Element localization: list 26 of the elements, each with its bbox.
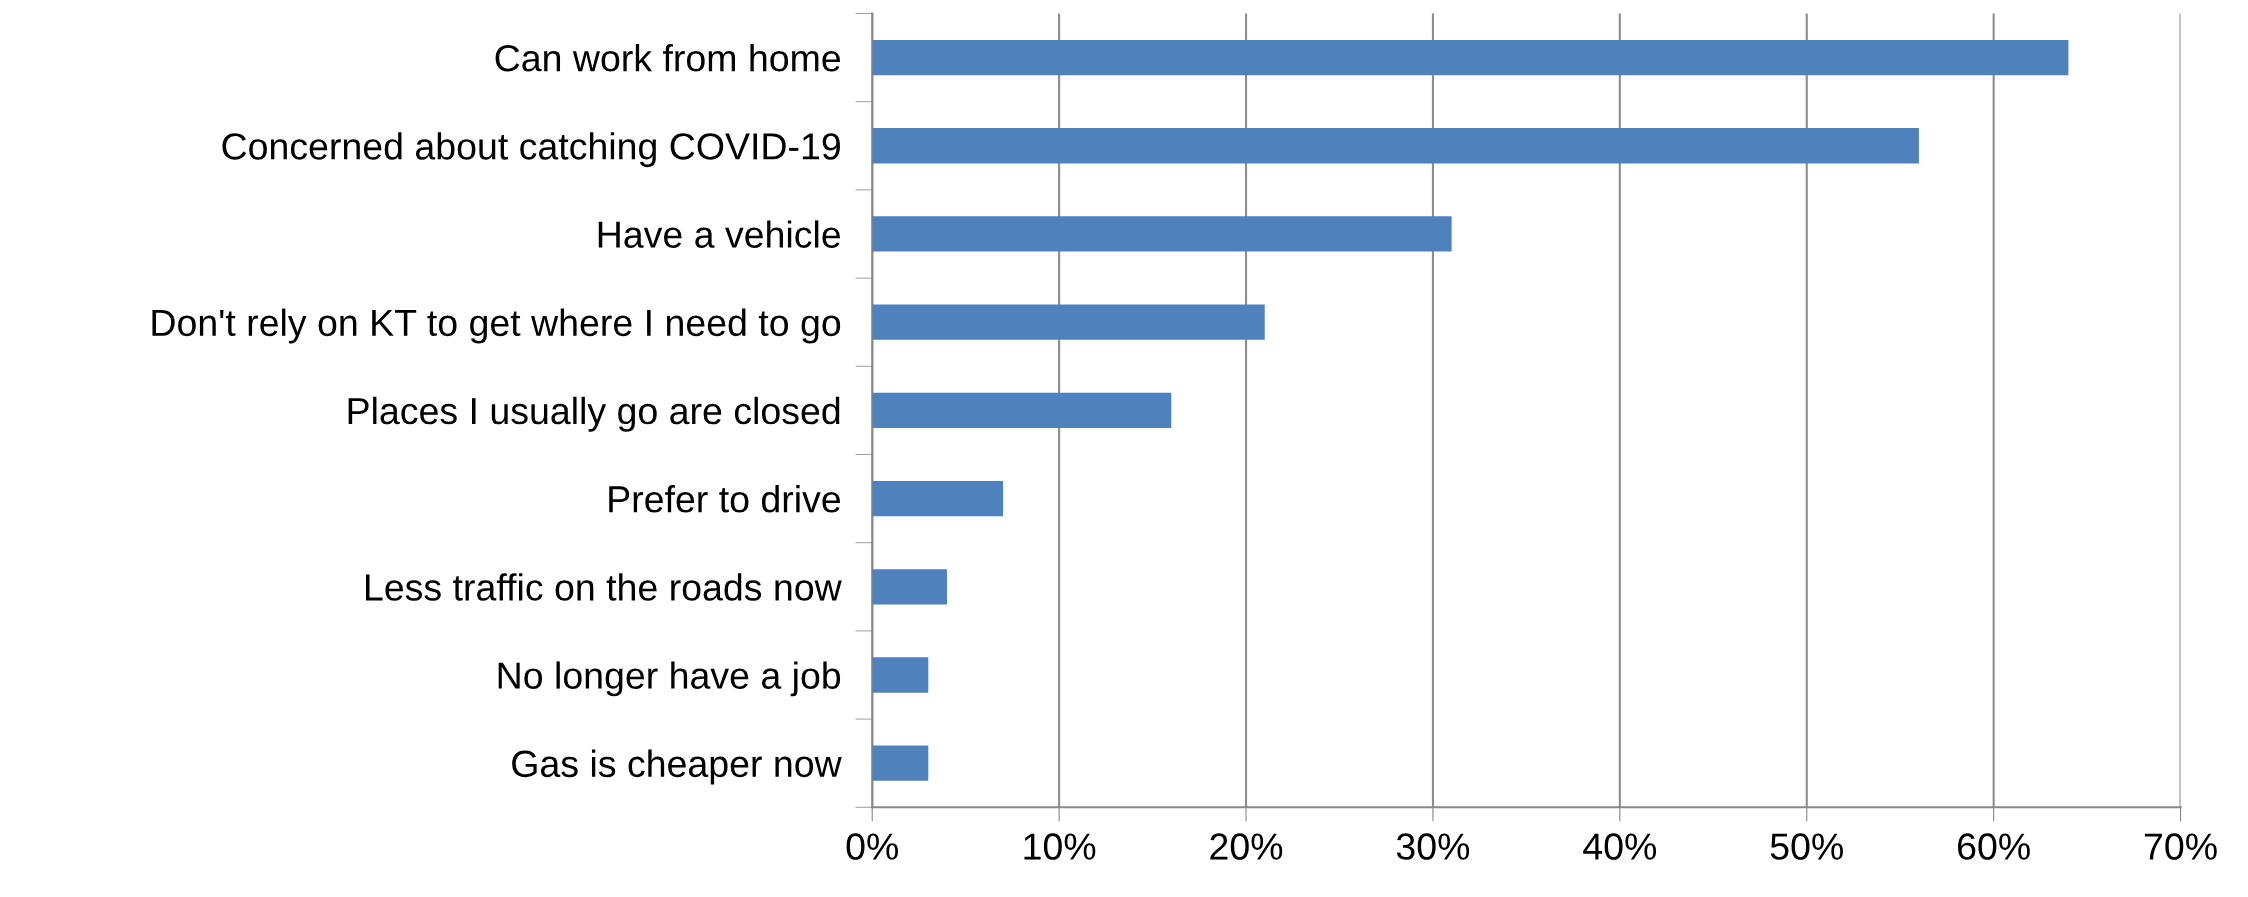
y-tick-label: Concerned about catching COVID-19 (222, 132, 840, 168)
bar (872, 128, 1919, 164)
x-tick-label: 10% (1024, 833, 1096, 860)
x-tick-label: 50% (1770, 833, 1843, 860)
y-tick-label: Less traffic on the roads now (366, 573, 842, 601)
bar (872, 745, 929, 781)
bar (872, 216, 1452, 252)
y-tick-label: Can work from home (495, 43, 841, 72)
bar (872, 657, 929, 693)
y-tick-label: Have a vehicle (598, 220, 841, 248)
y-tick-label: Gas is cheaper now (512, 749, 842, 785)
x-tick-label: 70% (2144, 833, 2217, 860)
bar (872, 569, 947, 605)
x-tick-label: 0% (846, 833, 898, 860)
x-tick-label: 30% (1396, 833, 1470, 860)
y-tick-label: No longer have a job (498, 661, 841, 697)
x-tick-label: 60% (1958, 833, 2030, 860)
x-tick-label: 20% (1210, 833, 1283, 860)
x-tick-label: 40% (1583, 833, 1657, 860)
bar (872, 39, 2069, 76)
y-tick-label: Places I usually go are closed (348, 396, 840, 432)
bar (872, 392, 1172, 429)
bar (872, 304, 1265, 340)
y-tick-label: Prefer to drive (609, 484, 841, 513)
bar (872, 480, 1004, 517)
y-tick-label: Don't rely on KT to get where I need to go (152, 308, 841, 344)
